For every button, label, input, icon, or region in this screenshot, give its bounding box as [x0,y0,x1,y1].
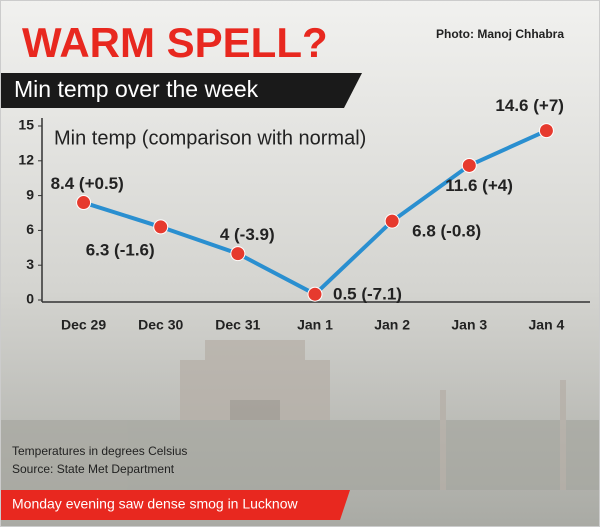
y-tick-label: 0 [26,291,34,307]
value-label: 11.6 (+4) [445,176,513,195]
x-tick-label: Jan 1 [297,317,333,333]
caption-band [0,490,350,520]
monument-silhouette [0,340,600,490]
x-tick-label: Jan 4 [529,317,565,333]
x-tick-label: Jan 3 [451,317,487,333]
y-tick-label: 15 [18,117,34,133]
y-tick-label: 12 [18,152,34,168]
subtitle-band [0,73,362,108]
source: Source: State Met Department [12,462,175,476]
x-tick-label: Jan 2 [374,317,410,333]
point [307,286,323,302]
x-tick-label: Dec 29 [61,317,106,333]
y-tick-label: 6 [26,221,34,237]
point [230,246,246,262]
point [538,123,554,139]
point [384,213,400,229]
x-tick-label: Dec 31 [215,317,260,333]
annotation: Min temp (comparison with normal) [54,127,366,149]
value-label: 6.3 (-1.6) [86,240,155,259]
photo-credit: Photo: Manoj Chhabra [436,27,564,41]
caption: Monday evening saw dense smog in Lucknow [12,496,299,512]
title: WARM SPELL? [22,19,328,66]
point [153,219,169,235]
y-tick-label: 9 [26,186,34,202]
value-label: 0.5 (-7.1) [333,285,402,304]
x-tick-label: Dec 30 [138,317,183,333]
y-tick-label: 3 [26,256,34,272]
value-label: 6.8 (-0.8) [412,222,481,241]
point [461,157,477,173]
value-label: 4 (-3.9) [220,225,275,244]
subtitle: Min temp over the week [14,76,259,102]
point [76,195,92,211]
value-label: 8.4 (+0.5) [51,174,124,193]
value-label: 14.6 (+7) [495,96,564,115]
note: Temperatures in degrees Celsius [12,444,187,458]
